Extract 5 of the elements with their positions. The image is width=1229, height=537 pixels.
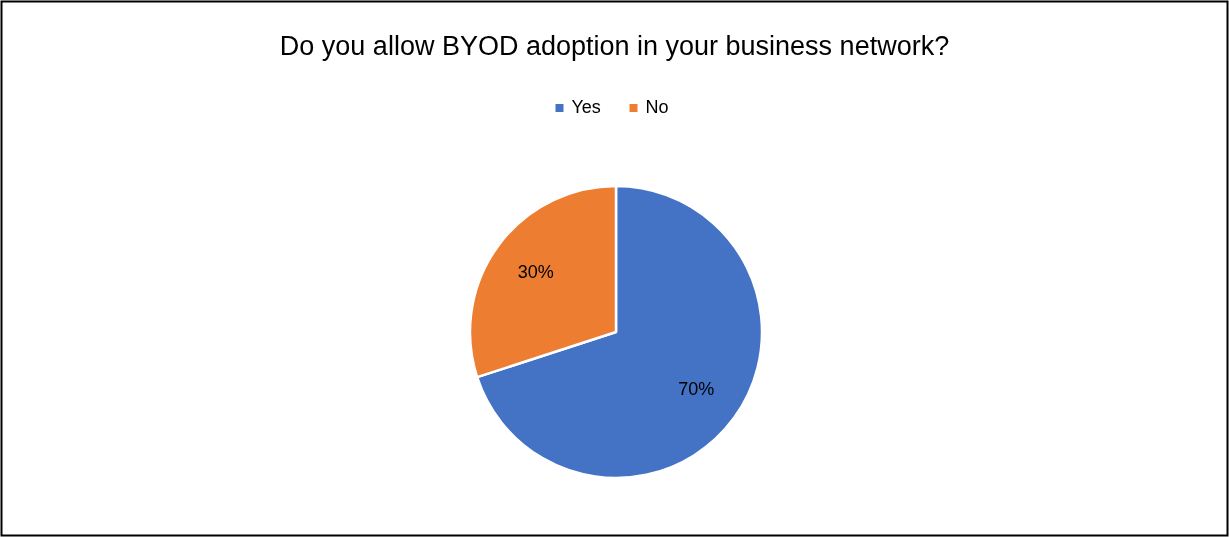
chart-title: Do you allow BYOD adoption in your business network? bbox=[279, 31, 950, 62]
data-label: 70% bbox=[678, 379, 715, 400]
legend-label: No bbox=[645, 96, 669, 117]
data-label: 30% bbox=[517, 262, 554, 283]
legend-label: Yes bbox=[571, 96, 601, 117]
